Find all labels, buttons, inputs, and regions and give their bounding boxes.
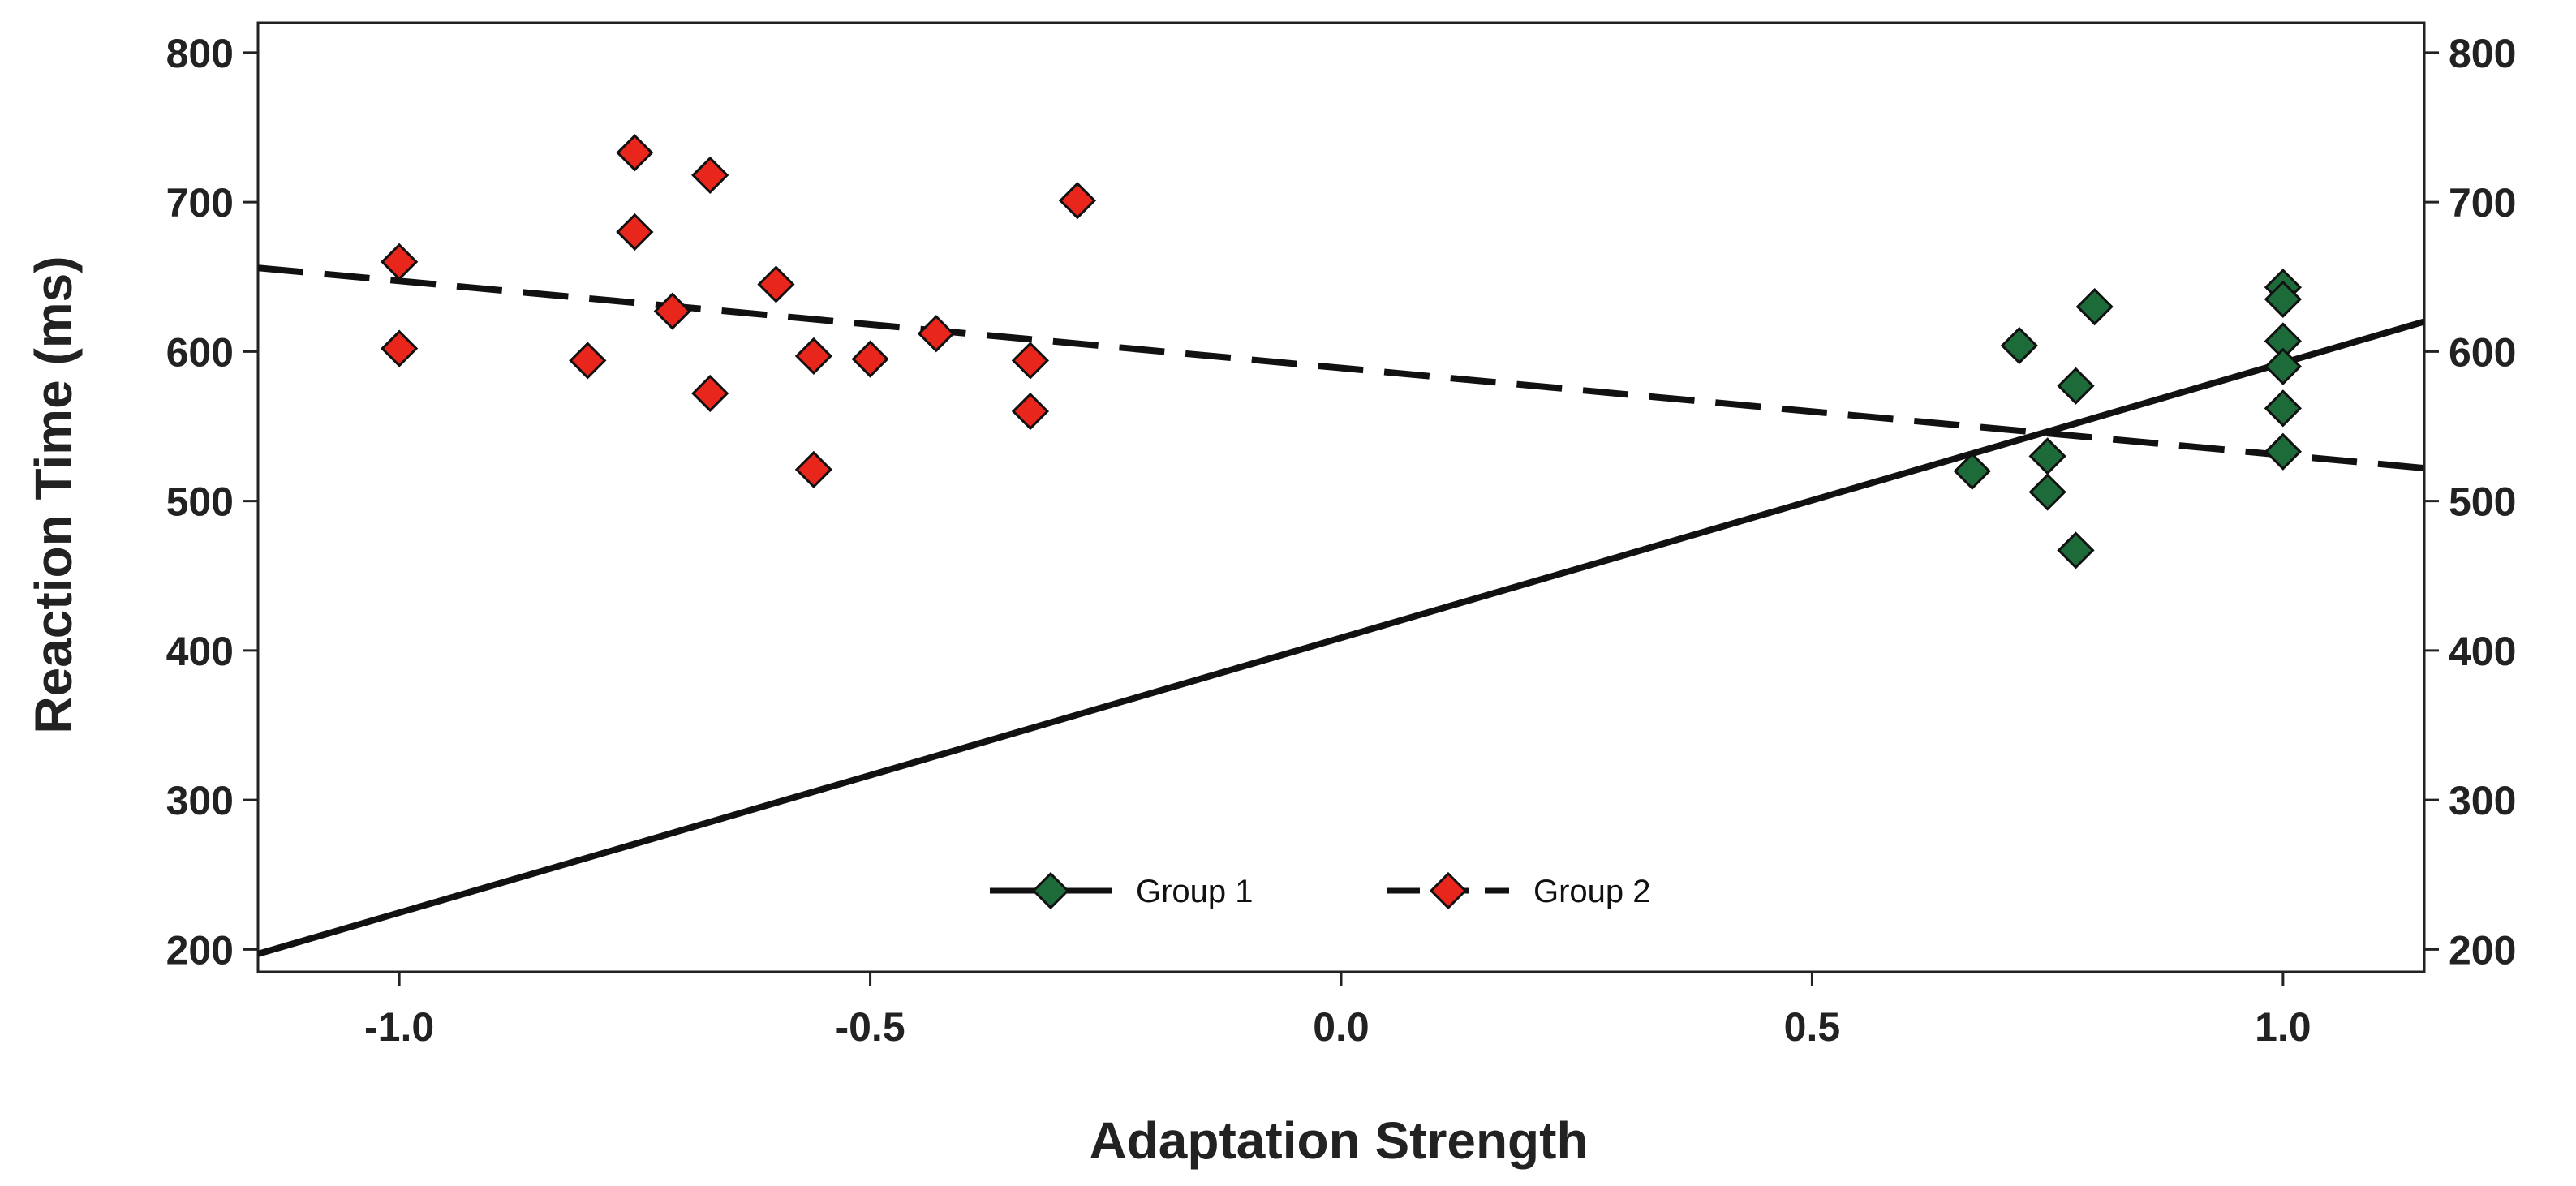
y-tick-label-left: 800 bbox=[166, 31, 234, 76]
x-tick-label: -0.5 bbox=[835, 1004, 905, 1050]
y-tick-label-left: 300 bbox=[166, 778, 234, 823]
data-point-group-2 bbox=[794, 337, 833, 376]
data-point-group-1 bbox=[2000, 326, 2038, 365]
data-point-group-2 bbox=[1058, 182, 1097, 220]
y-tick-label-left: 700 bbox=[166, 180, 234, 226]
data-point-group-1 bbox=[2057, 531, 2095, 569]
legend-label-1: Group 1 bbox=[1136, 874, 1254, 909]
y-axis-title: Reaction Time (ms) bbox=[24, 256, 83, 733]
y-tick-label-right: 300 bbox=[2449, 778, 2516, 823]
data-point-group-1 bbox=[2264, 280, 2302, 318]
y-tick-label-left: 600 bbox=[166, 329, 234, 375]
fit-line-solid bbox=[258, 318, 2424, 957]
y-tick-label-left: 200 bbox=[166, 927, 234, 973]
data-point-group-1 bbox=[2264, 432, 2302, 471]
data-point-group-1 bbox=[2028, 437, 2066, 475]
y-tick-label-right: 400 bbox=[2449, 629, 2516, 674]
data-point-group-2 bbox=[616, 134, 654, 172]
data-point-group-2 bbox=[381, 243, 419, 281]
x-tick-label: 1.0 bbox=[2255, 1004, 2312, 1050]
data-point-group-1 bbox=[1953, 452, 1991, 490]
y-tick-label-right: 500 bbox=[2449, 479, 2516, 525]
data-point-group-2 bbox=[917, 315, 955, 353]
plot-frame bbox=[256, 21, 2426, 973]
legend-marker-2 bbox=[1429, 871, 1468, 910]
data-point-group-1 bbox=[2264, 389, 2302, 428]
fit-line-dashed bbox=[258, 264, 2424, 472]
data-point-group-1 bbox=[2264, 347, 2302, 385]
data-point-group-2 bbox=[616, 213, 654, 251]
data-point-group-2 bbox=[569, 342, 607, 380]
y-tick-label-left: 400 bbox=[166, 629, 234, 674]
x-tick-label: 0.0 bbox=[1313, 1004, 1370, 1050]
data-point-group-2 bbox=[757, 265, 795, 303]
data-point-group-2 bbox=[691, 156, 729, 195]
x-axis-title: Adaptation Strength bbox=[1089, 1111, 1588, 1170]
y-tick-label-right: 800 bbox=[2449, 31, 2516, 76]
x-tick-label: -1.0 bbox=[364, 1004, 434, 1050]
data-point-group-2 bbox=[381, 329, 419, 367]
data-point-group-1 bbox=[2028, 473, 2066, 511]
data-point-group-2 bbox=[691, 374, 729, 413]
data-point-group-1 bbox=[2075, 287, 2114, 326]
data-point-group-2 bbox=[1011, 392, 1050, 431]
legend-marker-1 bbox=[1031, 871, 1070, 910]
data-point-group-2 bbox=[794, 450, 833, 489]
x-tick-label: 0.5 bbox=[1784, 1004, 1841, 1050]
y-tick-label-right: 700 bbox=[2449, 180, 2516, 226]
y-tick-label-right: 600 bbox=[2449, 329, 2516, 375]
legend-label-2: Group 2 bbox=[1533, 874, 1651, 909]
data-point-group-1 bbox=[2057, 367, 2095, 405]
y-tick-label-left: 500 bbox=[166, 479, 234, 525]
data-point-group-2 bbox=[851, 340, 889, 378]
y-tick-label-right: 200 bbox=[2449, 927, 2516, 973]
data-point-group-2 bbox=[653, 292, 691, 330]
data-point-group-2 bbox=[1011, 342, 1050, 380]
